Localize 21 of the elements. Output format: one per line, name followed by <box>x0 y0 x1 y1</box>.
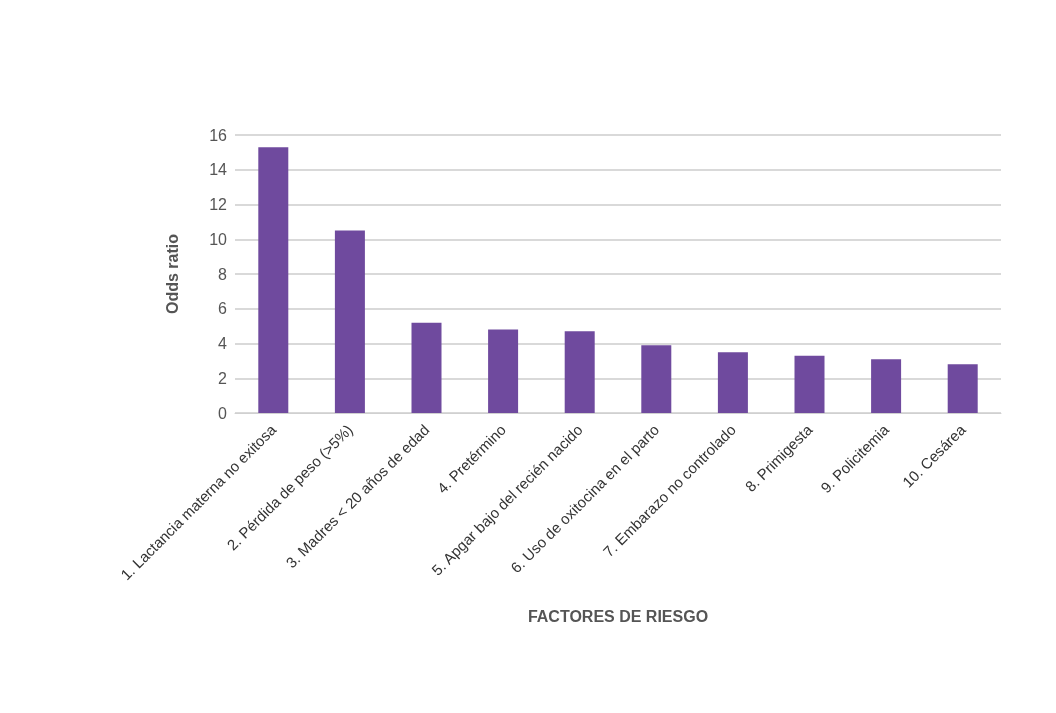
bar <box>564 331 595 413</box>
bar <box>641 345 672 413</box>
x-axis-title: FACTORES DE RIESGO <box>527 607 709 625</box>
y-tick-label: 4 <box>218 335 228 352</box>
y-tick-label: 14 <box>209 161 228 179</box>
bar <box>488 329 519 413</box>
y-tick-label: 0 <box>218 404 228 422</box>
y-tick-label: 12 <box>209 196 228 213</box>
y-tick-label: 6 <box>218 300 228 318</box>
bar <box>794 355 825 413</box>
bar <box>947 364 978 413</box>
y-tick-label: 10 <box>209 230 228 248</box>
bar <box>871 359 902 413</box>
y-tick-label: 2 <box>218 369 228 387</box>
bar <box>717 352 748 413</box>
bar <box>411 322 442 413</box>
bar <box>334 230 365 413</box>
y-tick-label: 16 <box>209 126 228 144</box>
y-tick-label: 8 <box>218 265 228 283</box>
bar <box>258 147 289 413</box>
y-axis-title: Odds ratio <box>163 233 181 315</box>
